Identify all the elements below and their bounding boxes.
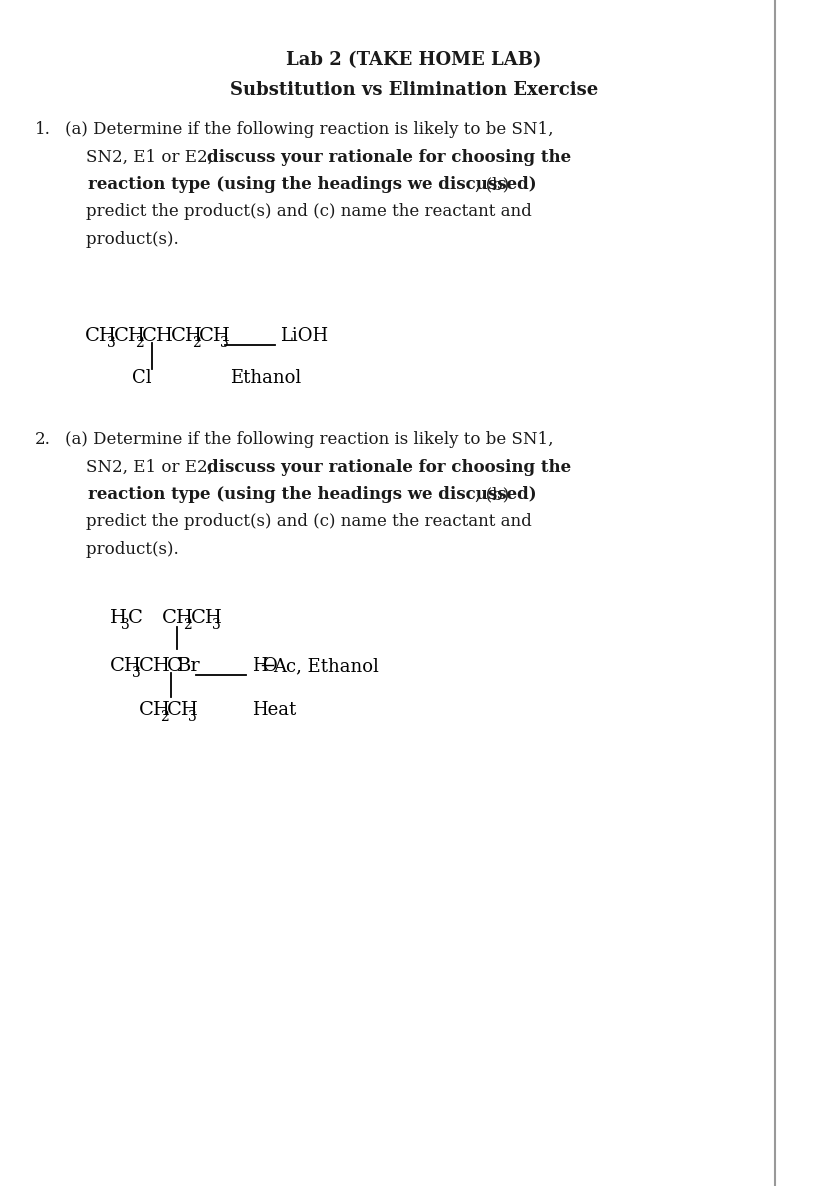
Text: CH: CH (198, 327, 231, 345)
Text: , (b): , (b) (475, 176, 509, 193)
Text: Lab 2 (TAKE HOME LAB): Lab 2 (TAKE HOME LAB) (286, 51, 541, 69)
Text: predict the product(s) and (c) name the reactant and: predict the product(s) and (c) name the … (65, 514, 531, 530)
Text: 3: 3 (189, 710, 197, 723)
Text: C: C (167, 657, 182, 675)
Text: Heat: Heat (251, 701, 296, 719)
Text: Cl: Cl (131, 369, 151, 387)
Text: Ethanol: Ethanol (230, 369, 301, 387)
Text: H: H (251, 657, 267, 675)
Text: reaction type (using the headings we discussed): reaction type (using the headings we dis… (65, 486, 536, 503)
Text: SN2, E1 or E2,: SN2, E1 or E2, (65, 459, 218, 476)
Text: CH: CH (110, 657, 141, 675)
Text: (a) Determine if the following reaction is likely to be SN1,: (a) Determine if the following reaction … (65, 431, 552, 448)
Text: SN2, E1 or E2,: SN2, E1 or E2, (65, 148, 218, 166)
Text: CH: CH (141, 327, 174, 345)
Text: (a) Determine if the following reaction is likely to be SN1,: (a) Determine if the following reaction … (65, 121, 552, 138)
Text: LiOH: LiOH (280, 327, 327, 345)
Text: 3: 3 (212, 618, 221, 632)
Text: 1.: 1. (35, 121, 50, 138)
Text: 2: 2 (160, 710, 169, 723)
Text: CH: CH (113, 327, 146, 345)
Text: discuss your rationale for choosing the: discuss your rationale for choosing the (207, 459, 571, 476)
Text: product(s).: product(s). (65, 231, 179, 248)
Text: 3: 3 (107, 336, 115, 350)
Text: CH: CH (167, 701, 198, 719)
Text: Substitution vs Elimination Exercise: Substitution vs Elimination Exercise (230, 81, 597, 98)
Text: CH: CH (138, 701, 170, 719)
Text: C: C (127, 608, 142, 627)
Text: 3: 3 (122, 618, 130, 632)
Text: Br: Br (176, 657, 200, 675)
Text: , (b): , (b) (475, 486, 509, 503)
Text: H: H (110, 608, 127, 627)
Text: predict the product(s) and (c) name the reactant and: predict the product(s) and (c) name the … (65, 204, 531, 221)
Text: O: O (262, 657, 277, 675)
Text: CH: CH (170, 327, 202, 345)
Text: Ac, Ethanol: Ac, Ethanol (273, 657, 379, 675)
Text: 2: 2 (135, 336, 144, 350)
Text: 3: 3 (131, 667, 140, 680)
Text: CH: CH (190, 608, 222, 627)
Text: 2.: 2. (35, 431, 50, 448)
Text: CH: CH (138, 657, 170, 675)
Text: 2: 2 (184, 618, 192, 632)
Text: CH: CH (162, 608, 194, 627)
Text: 2: 2 (192, 336, 200, 350)
Text: reaction type (using the headings we discussed): reaction type (using the headings we dis… (65, 176, 536, 193)
Text: 3: 3 (220, 336, 229, 350)
Text: discuss your rationale for choosing the: discuss your rationale for choosing the (207, 148, 571, 166)
Text: product(s).: product(s). (65, 541, 179, 557)
Text: CH: CH (85, 327, 117, 345)
